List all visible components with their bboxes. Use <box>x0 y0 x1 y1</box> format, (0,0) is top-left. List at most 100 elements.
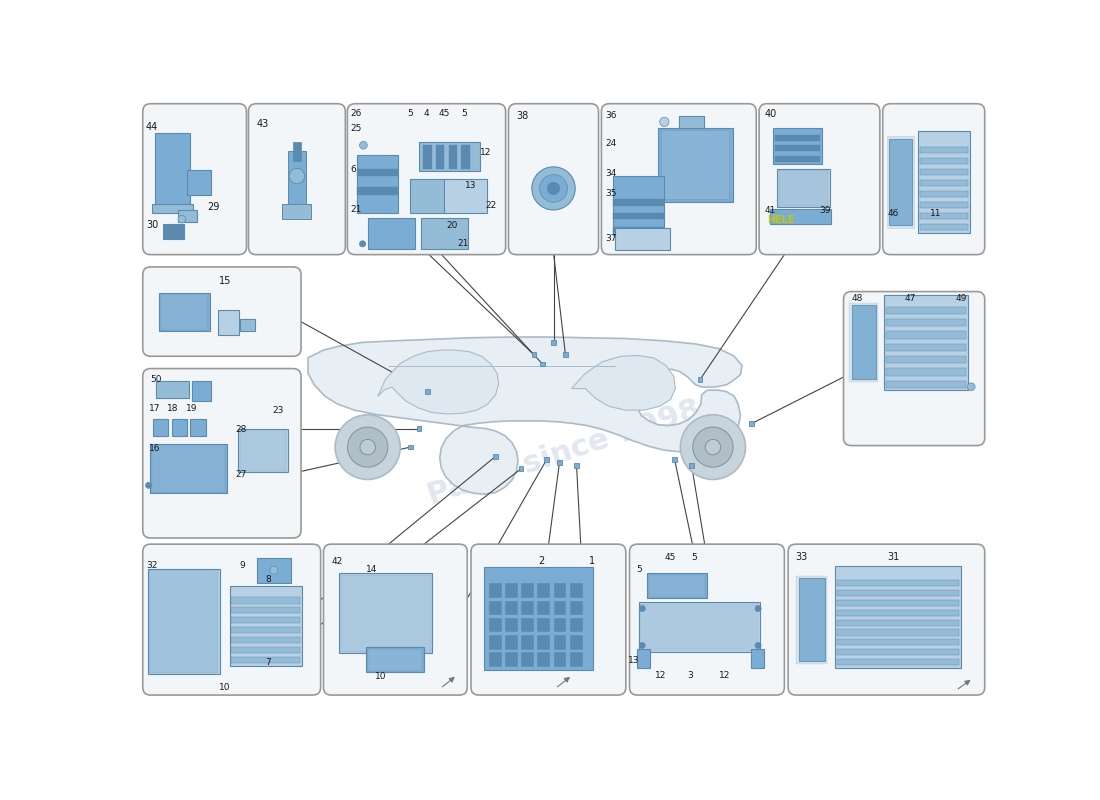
Text: 2: 2 <box>538 556 544 566</box>
Text: 47: 47 <box>904 294 916 302</box>
Bar <box>613 176 664 234</box>
Bar <box>410 179 453 213</box>
Text: 22: 22 <box>485 201 496 210</box>
Bar <box>158 293 210 331</box>
Bar <box>776 135 820 141</box>
Bar <box>340 574 431 652</box>
Bar <box>799 578 825 662</box>
Bar <box>488 635 501 649</box>
FancyBboxPatch shape <box>844 291 984 446</box>
FancyBboxPatch shape <box>471 544 626 695</box>
Circle shape <box>336 414 400 479</box>
Bar <box>658 128 733 202</box>
Bar <box>837 619 959 626</box>
Bar <box>240 430 286 470</box>
Bar <box>187 170 211 194</box>
Bar <box>886 356 966 363</box>
Bar <box>488 601 501 614</box>
Bar <box>920 169 968 175</box>
Text: 30: 30 <box>146 220 158 230</box>
Text: 32: 32 <box>146 561 157 570</box>
Bar <box>837 590 959 596</box>
Text: 25: 25 <box>351 123 362 133</box>
Text: 6: 6 <box>351 166 356 174</box>
Text: 40: 40 <box>764 110 777 119</box>
Bar <box>367 649 422 670</box>
Circle shape <box>145 482 152 488</box>
Bar <box>238 429 287 472</box>
Circle shape <box>360 241 365 247</box>
Bar <box>231 627 300 633</box>
Bar <box>570 618 582 631</box>
Bar <box>505 583 517 597</box>
Bar <box>462 146 470 169</box>
Text: 12: 12 <box>481 148 492 157</box>
Bar <box>408 445 412 450</box>
Bar <box>553 583 565 597</box>
Bar <box>449 146 458 169</box>
Bar <box>776 156 820 162</box>
Bar <box>152 204 192 213</box>
Text: 15: 15 <box>219 276 231 286</box>
Bar <box>537 601 549 614</box>
FancyBboxPatch shape <box>323 544 468 695</box>
Bar <box>484 566 593 670</box>
Text: 5: 5 <box>407 109 412 118</box>
Text: 33: 33 <box>795 552 807 562</box>
Bar <box>772 128 822 164</box>
Text: 49: 49 <box>956 294 967 302</box>
Bar <box>152 446 226 492</box>
Bar <box>537 652 549 666</box>
Circle shape <box>705 439 720 455</box>
Bar <box>886 381 966 388</box>
Bar <box>920 146 968 153</box>
Bar <box>849 303 878 382</box>
Bar <box>240 319 255 331</box>
Text: 14: 14 <box>366 565 377 574</box>
Bar <box>231 617 300 623</box>
Bar <box>886 306 966 314</box>
Bar <box>551 340 556 345</box>
Text: 7: 7 <box>265 658 271 667</box>
Bar <box>444 179 487 213</box>
Bar <box>697 377 703 382</box>
Text: 12: 12 <box>654 670 667 679</box>
Circle shape <box>660 118 669 126</box>
Circle shape <box>693 427 733 467</box>
Text: 18: 18 <box>167 405 179 414</box>
Circle shape <box>289 168 305 184</box>
FancyBboxPatch shape <box>629 544 784 695</box>
Bar <box>770 209 832 224</box>
Bar <box>153 418 168 436</box>
Text: 26: 26 <box>351 109 362 118</box>
Bar <box>521 635 534 649</box>
Bar <box>417 426 421 431</box>
Text: 34: 34 <box>605 169 617 178</box>
Bar <box>358 187 398 194</box>
Text: 39: 39 <box>820 206 830 215</box>
FancyBboxPatch shape <box>602 104 757 254</box>
Bar <box>287 151 306 207</box>
Text: 5: 5 <box>636 565 642 574</box>
Bar <box>615 229 670 250</box>
Bar <box>192 382 211 401</box>
Text: 48: 48 <box>851 294 864 302</box>
FancyBboxPatch shape <box>143 544 320 695</box>
Text: 4: 4 <box>424 109 430 118</box>
Circle shape <box>360 142 367 149</box>
Circle shape <box>681 414 746 479</box>
Bar <box>230 586 302 666</box>
Bar <box>488 618 501 631</box>
Circle shape <box>967 383 975 390</box>
Bar <box>574 463 579 468</box>
Text: 35: 35 <box>605 189 617 198</box>
Text: 9: 9 <box>240 561 245 570</box>
Text: 27: 27 <box>235 470 246 479</box>
Text: 31: 31 <box>888 552 900 562</box>
Text: 19: 19 <box>186 405 198 414</box>
Bar <box>493 454 498 458</box>
Bar <box>796 576 827 664</box>
Bar <box>544 457 549 462</box>
Text: Parts since 1998: Parts since 1998 <box>424 395 704 511</box>
Circle shape <box>348 427 388 467</box>
